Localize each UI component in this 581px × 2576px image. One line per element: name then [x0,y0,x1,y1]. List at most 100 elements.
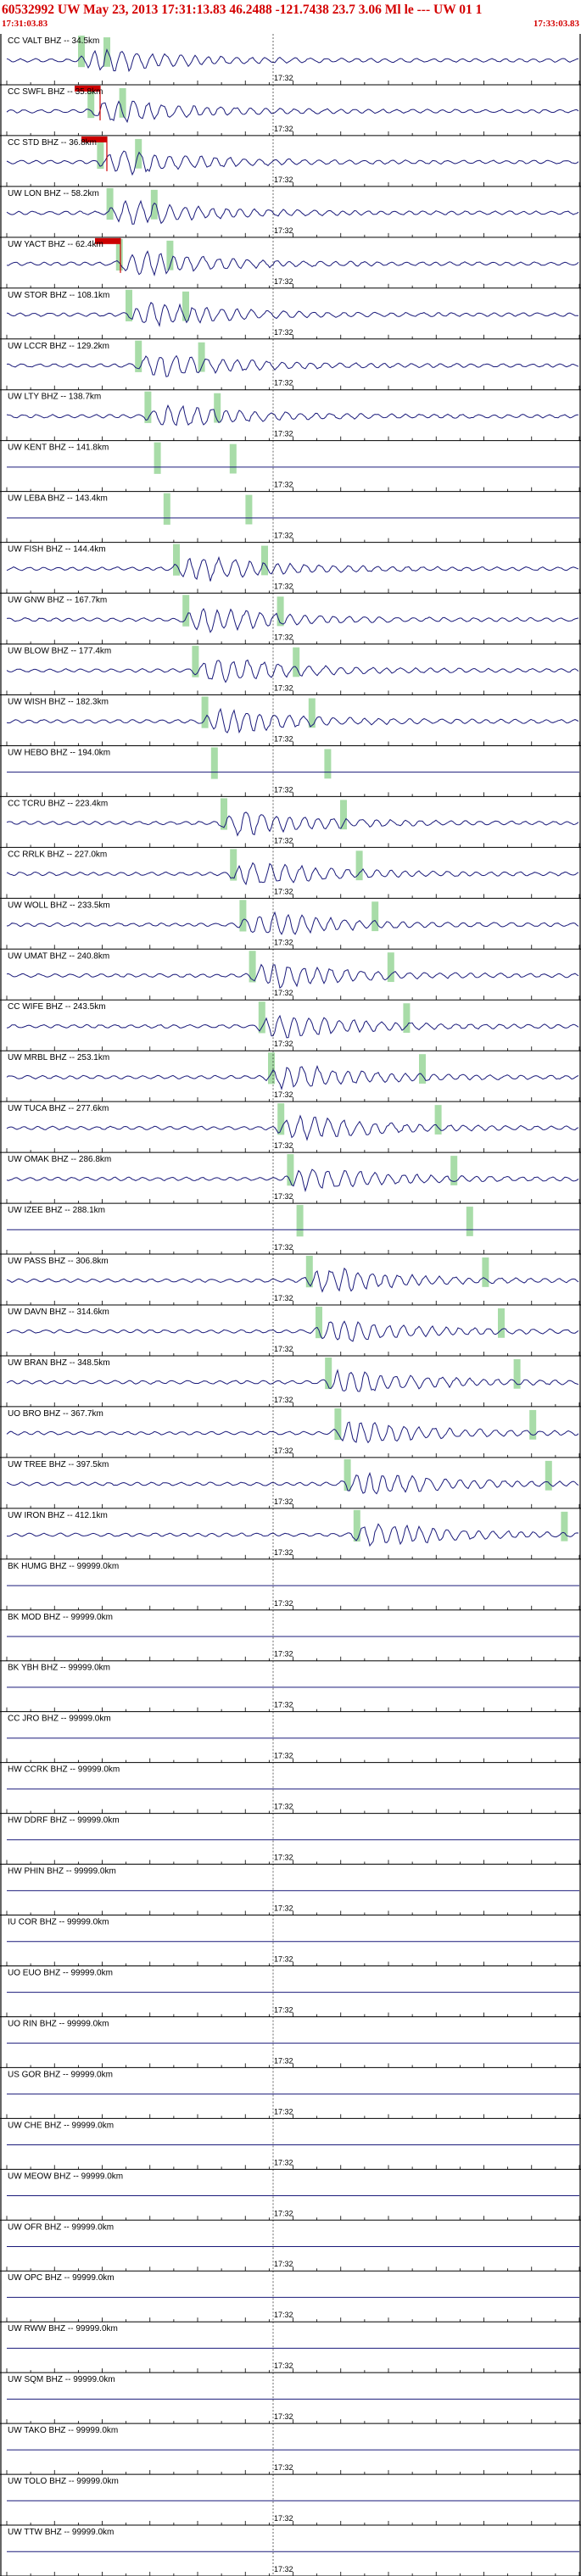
station-label: UW OFR BHZ -- 99999.0km [8,2222,114,2232]
s-pick-window [308,698,316,728]
p-pick-window [334,1408,342,1441]
minute-tick-label: 17:32 [274,379,293,388]
p-pick-window [287,1154,294,1186]
minute-tick-label: 17:32 [274,74,293,82]
p-pick-window [230,849,237,881]
minute-tick-label: 17:32 [274,633,293,642]
p-pick-window [325,1357,332,1390]
waveform-trace [6,302,578,327]
waveform-trace [6,1523,579,1547]
station-label: CC JRO BHZ -- 99999.0km [8,1715,111,1724]
minute-tick-label: 17:32 [274,683,293,692]
s-pick-window [166,240,174,270]
station-label: HW CCRK BHZ -- 99999.0km [8,1765,120,1775]
p-pick-window [97,137,104,170]
p-pick-window [182,594,190,627]
station-label: IU COR BHZ -- 99999.0km [8,1918,109,1927]
s-pick-window [103,37,110,67]
waveform-trace [6,811,579,837]
p-pick-window [106,187,114,220]
waveform-trace [6,1168,579,1193]
station-label: UW WOLL BHZ -- 233.5km [8,900,110,910]
waveform-trace [6,250,579,276]
s-pick-window [245,494,253,525]
minute-tick-label: 17:32 [274,2107,293,2116]
s-pick-window [529,1409,537,1440]
minute-tick-label: 17:32 [274,277,293,286]
minute-tick-label: 17:32 [274,2311,293,2319]
p-pick-window [277,1103,285,1135]
station-label: UW UMAT BHZ -- 240.8km [8,951,109,961]
station-label: CC VALT BHZ -- 34.5km [8,36,99,46]
station-label: BK MOD BHZ -- 99999.0km [8,1613,113,1622]
minute-tick-label: 17:32 [274,1599,293,1608]
minute-tick-label: 17:32 [274,1396,293,1404]
minute-tick-label: 17:32 [274,226,293,235]
minute-tick-label: 17:32 [274,1954,293,1963]
station-label: UW TAKO BHZ -- 99999.0km [8,2426,118,2435]
minute-tick-label: 17:32 [274,176,293,184]
s-pick-window [561,1511,568,1542]
start-time-label: 17:31:03.83 [2,19,48,29]
station-label: UW LON BHZ -- 58.2km [8,189,99,198]
station-label: UW WISH BHZ -- 182.3km [8,697,109,706]
s-pick-window [198,342,205,372]
p-pick-window [87,86,95,119]
s-pick-window [545,1460,552,1491]
station-label: CC STD BHZ -- 36.8km [8,138,97,148]
minute-tick-label: 17:32 [274,1345,293,1353]
station-label: UW RWW BHZ -- 99999.0km [8,2324,118,2333]
minute-tick-label: 17:32 [274,2412,293,2421]
station-label: UW TUCA BHZ -- 277.6km [8,1104,109,1113]
waveform-trace [6,150,579,176]
waveform-trace [6,404,579,427]
s-pick-window [466,1207,473,1236]
waveform-trace [6,354,579,377]
station-label: UW KENT BHZ -- 141.8km [8,443,109,453]
minute-tick-label: 17:32 [274,785,293,794]
p-pick-window [173,544,180,576]
station-label: UW OMAK BHZ -- 286.8km [8,1155,111,1164]
minute-tick-label: 17:32 [274,328,293,337]
p-pick-window [239,900,247,932]
p-pick-window [78,36,85,68]
s-pick-window [387,952,394,983]
s-pick-window [324,749,332,779]
minute-tick-label: 17:32 [274,430,293,438]
waveform-trace [6,608,579,633]
station-label: UW GNW BHZ -- 167.7km [8,596,107,605]
station-label: UW LTY BHZ -- 138.7km [8,393,101,402]
minute-tick-label: 17:32 [274,1447,293,1455]
station-label: CC SWFL BHZ -- 35.8km [8,87,103,97]
minute-tick-label: 17:32 [274,2463,293,2472]
station-label: UW LCCR BHZ -- 129.2km [8,342,109,351]
s-pick-window [150,189,158,220]
station-label: UW OPC BHZ -- 99999.0km [8,2273,115,2283]
s-pick-window [419,1054,426,1084]
waveform-trace [6,659,579,683]
minute-tick-label: 17:32 [274,1040,293,1048]
minute-tick-label: 17:32 [274,887,293,895]
station-label: CC WIFE BHZ -- 243.5km [8,1002,106,1012]
minute-tick-label: 17:32 [274,1854,293,1862]
station-label: CC TCRU BHZ -- 223.4km [8,799,108,808]
pick-marker [95,237,120,244]
station-label: UW LEBA BHZ -- 143.4km [8,494,108,504]
station-label: UO EUO BHZ -- 99999.0km [8,1968,113,1977]
s-pick-window [229,443,237,474]
end-time-label: 17:33:03.83 [533,19,579,29]
minute-tick-label: 17:32 [274,989,293,997]
station-label: UW IZEE BHZ -- 288.1km [8,1206,105,1215]
s-pick-window [277,596,284,627]
minute-tick-label: 17:32 [274,481,293,489]
station-label: UW MEOW BHZ -- 99999.0km [8,2172,123,2181]
minute-tick-label: 17:32 [274,836,293,845]
s-pick-window [182,291,189,321]
waveform-trace [6,555,579,582]
minute-tick-label: 17:32 [274,2158,293,2166]
p-pick-window [210,747,218,779]
minute-tick-label: 17:32 [274,1752,293,1760]
waveform-trace [6,963,579,990]
minute-tick-label: 17:32 [274,1243,293,1252]
